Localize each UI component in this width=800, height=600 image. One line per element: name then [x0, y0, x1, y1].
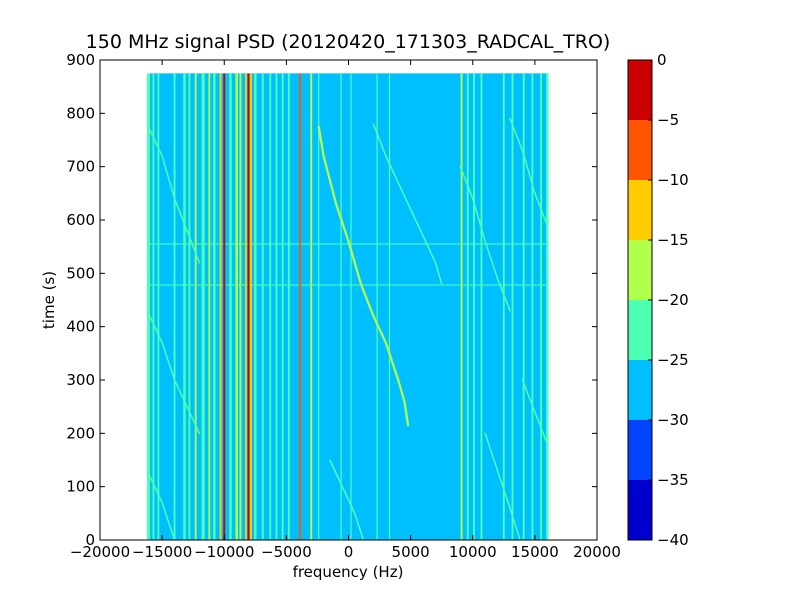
carrier-line: [281, 73, 284, 540]
plot-area: −20000 −15000 −10000 −5000 0 5000 10000 15000 20…: [66, 51, 621, 561]
y-tick-label: 700: [66, 158, 95, 176]
colorbar-tick-label: −25: [657, 351, 689, 369]
carrier-line: [245, 73, 247, 540]
carrier-line: [247, 73, 250, 540]
doppler-drift-track: [484, 432, 521, 541]
colorbar-tick-label: 0: [657, 51, 667, 69]
doppler-drift-track: [509, 117, 549, 227]
x-tick-label: 20000: [573, 543, 621, 561]
carrier-line: [173, 73, 176, 540]
carrier-line: [269, 73, 272, 540]
y-tick-label: 200: [66, 424, 95, 442]
x-tick-label: 15000: [511, 543, 559, 561]
x-tick-label: −15000: [132, 543, 192, 561]
colorbar-segment: [628, 360, 652, 420]
carrier-line: [275, 73, 278, 540]
y-tick-label: 600: [66, 211, 95, 229]
carrier-line: [183, 73, 186, 540]
doppler-drift-track: [148, 315, 201, 435]
doppler-drift-track: [459, 165, 511, 312]
carrier-line: [540, 73, 543, 540]
y-tick-label: 900: [66, 51, 95, 69]
carrier-line: [261, 73, 264, 540]
colorbar-segment: [628, 480, 652, 540]
carrier-line: [188, 73, 191, 540]
carrier-line: [388, 73, 391, 540]
carrier-line: [473, 73, 475, 540]
colorbar-segments: [628, 60, 652, 540]
x-axis-label: frequency (Hz): [293, 563, 404, 581]
carrier-line: [460, 73, 463, 540]
spectrogram-image: [146, 73, 549, 541]
x-tick-label: −20000: [70, 543, 130, 561]
doppler-drift-track: [148, 128, 201, 264]
carrier-line: [287, 73, 290, 540]
doppler-drift-track: [521, 379, 549, 445]
x-tick-label: −5000: [261, 543, 312, 561]
carrier-line: [201, 73, 205, 540]
carrier-line: [219, 73, 222, 540]
x-tick-label: 10000: [449, 543, 497, 561]
y-tick-label: 500: [66, 264, 95, 282]
doppler-drift-track: [372, 123, 443, 285]
colorbar-segment: [628, 60, 652, 120]
y-tick-label: 0: [85, 531, 95, 549]
colorbar-segment: [628, 120, 652, 180]
carrier-line: [318, 73, 320, 540]
carrier-line: [466, 73, 469, 540]
x-tick-label: 0: [344, 543, 354, 561]
y-axis-label: time (s): [40, 271, 58, 329]
colorbar-tick-label: −35: [657, 471, 689, 489]
colorbar-tick-label: −30: [657, 411, 689, 429]
doppler-drift-track: [329, 459, 365, 541]
carrier-line: [146, 73, 151, 540]
carrier-line: [522, 73, 525, 540]
carrier-line: [546, 73, 549, 540]
carrier-line: [152, 73, 155, 540]
colorbar-tick-label: −40: [657, 531, 689, 549]
carrier-line: [511, 73, 514, 540]
carrier-line: [254, 73, 257, 540]
carrier-line: [239, 73, 242, 540]
carrier-line: [299, 73, 301, 540]
x-axis-ticks: −20000 −15000 −10000 −5000 0 5000 10000 15000 20…: [70, 60, 621, 561]
carrier-line: [208, 73, 211, 540]
carrier-line: [157, 73, 160, 540]
x-tick-label: −10000: [194, 543, 254, 561]
chart-title: 150 MHz signal PSD (20120420_171303_RADC…: [86, 31, 611, 53]
interference-band: [149, 284, 548, 287]
carrier-line: [350, 73, 352, 540]
colorbar-tick-label: −5: [657, 111, 679, 129]
carrier-line: [340, 73, 342, 540]
carrier-line: [310, 73, 313, 540]
y-tick-label: 100: [66, 478, 95, 496]
colorbar-tick-label: −15: [657, 231, 689, 249]
carrier-line: [502, 73, 505, 540]
y-tick-label: 300: [66, 371, 95, 389]
colorbar: −40 −35 −30 −25 −20 −15 −10 −5 0: [627, 51, 689, 549]
colorbar-tick-label: −10: [657, 171, 689, 189]
y-axis-ticks: 0 100 200 300 400 500 600 700 800 900: [66, 51, 597, 549]
y-tick-label: 800: [66, 104, 95, 122]
doppler-drift-track: [148, 475, 176, 541]
x-tick-label: 5000: [392, 543, 430, 561]
carrier-line: [235, 73, 238, 540]
carrier-line: [194, 73, 197, 540]
carrier-line: [250, 73, 252, 540]
carrier-line: [229, 73, 232, 540]
carrier-line: [213, 73, 216, 540]
colorbar-ticks: −40 −35 −30 −25 −20 −15 −10 −5 0: [648, 51, 689, 549]
colorbar-segment: [628, 180, 652, 240]
carrier-line: [376, 73, 378, 540]
colorbar-segment: [628, 300, 652, 360]
y-tick-label: 400: [66, 318, 95, 336]
colorbar-tick-label: −20: [657, 291, 689, 309]
colorbar-segment: [628, 420, 652, 480]
doppler-drift-track: [317, 125, 410, 427]
carrier-line: [480, 73, 483, 540]
colorbar-segment: [628, 240, 652, 300]
carrier-line: [223, 73, 226, 540]
carrier-line: [531, 73, 534, 540]
